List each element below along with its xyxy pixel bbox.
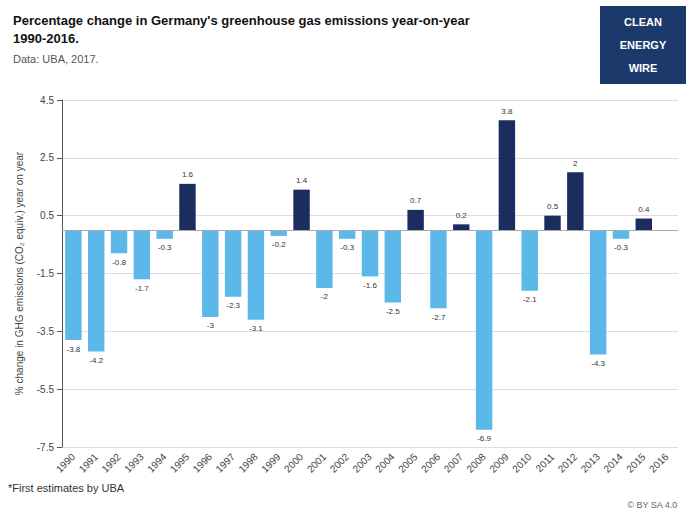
svg-text:CLEAN: CLEAN [624,16,662,28]
svg-text:1994: 1994 [145,451,169,475]
svg-text:1991: 1991 [77,451,101,475]
svg-text:WIRE: WIRE [629,62,658,74]
svg-text:-1.7: -1.7 [135,284,149,293]
svg-text:0.2: 0.2 [456,211,468,220]
svg-text:2010: 2010 [510,451,534,475]
svg-text:-3.1: -3.1 [249,324,263,333]
svg-text:-0.3: -0.3 [614,243,628,252]
svg-text:1990: 1990 [54,451,78,475]
svg-text:*First estimates by UBA: *First estimates by UBA [8,482,125,494]
svg-text:© BY SA 4.0: © BY SA 4.0 [627,500,677,510]
svg-text:2004: 2004 [373,451,397,475]
svg-text:1999: 1999 [259,451,283,475]
svg-text:-3.8: -3.8 [67,345,81,354]
svg-text:2008: 2008 [464,451,488,475]
svg-text:1993: 1993 [122,451,146,475]
svg-text:2011: 2011 [533,451,556,474]
svg-text:-3: -3 [207,321,215,330]
svg-text:2007: 2007 [442,451,466,475]
svg-text:2003: 2003 [350,451,374,475]
svg-text:1992: 1992 [99,451,123,475]
svg-text:-4.2: -4.2 [89,356,103,365]
svg-text:1996: 1996 [191,451,215,475]
svg-text:2002: 2002 [328,451,352,475]
svg-text:-1.6: -1.6 [363,281,377,290]
svg-text:2006: 2006 [419,451,443,475]
svg-text:2014: 2014 [601,451,625,475]
svg-text:0.5: 0.5 [547,202,559,211]
svg-text:ENERGY: ENERGY [620,39,667,51]
svg-text:-7.5: -7.5 [37,442,55,453]
svg-text:-2.1: -2.1 [523,295,537,304]
svg-text:2: 2 [573,159,578,168]
svg-text:2016: 2016 [647,451,671,475]
svg-text:-1.5: -1.5 [37,268,55,279]
svg-text:2000: 2000 [282,451,306,475]
svg-text:-3.5: -3.5 [37,326,55,337]
svg-text:-0.2: -0.2 [272,240,286,249]
svg-text:-0.8: -0.8 [112,258,126,267]
svg-text:1995: 1995 [168,451,192,475]
svg-text:-5.5: -5.5 [37,384,55,395]
svg-text:2001: 2001 [305,451,329,475]
svg-text:0.4: 0.4 [638,205,650,214]
svg-text:2015: 2015 [624,451,648,475]
svg-text:1997: 1997 [214,451,238,475]
svg-text:2009: 2009 [487,451,511,475]
svg-text:2005: 2005 [396,451,420,475]
svg-text:% change in GHG emissions (CO₂: % change in GHG emissions (CO₂ equiv.) y… [14,151,25,395]
svg-text:-0.3: -0.3 [158,243,172,252]
svg-text:1.6: 1.6 [182,170,194,179]
svg-text:-2.5: -2.5 [386,307,400,316]
svg-text:2013: 2013 [579,451,603,475]
svg-text:-2.7: -2.7 [432,313,446,322]
svg-text:Data: UBA, 2017.: Data: UBA, 2017. [13,53,99,65]
svg-text:2.5: 2.5 [40,152,54,163]
svg-text:1.4: 1.4 [296,176,308,185]
svg-text:0.7: 0.7 [410,196,422,205]
svg-text:-6.9: -6.9 [477,434,491,443]
svg-text:Percentage change in Germany's: Percentage change in Germany's greenhous… [13,13,470,28]
svg-text:1990-2016.: 1990-2016. [13,31,79,46]
svg-text:0.5: 0.5 [40,210,54,221]
svg-text:1998: 1998 [236,451,260,475]
svg-text:2012: 2012 [556,451,580,475]
svg-text:3.8: 3.8 [501,107,513,116]
svg-text:-2.3: -2.3 [226,301,240,310]
svg-text:4.5: 4.5 [40,95,54,106]
svg-text:-0.3: -0.3 [340,243,354,252]
svg-text:-2: -2 [321,292,329,301]
svg-text:-4.3: -4.3 [591,359,605,368]
